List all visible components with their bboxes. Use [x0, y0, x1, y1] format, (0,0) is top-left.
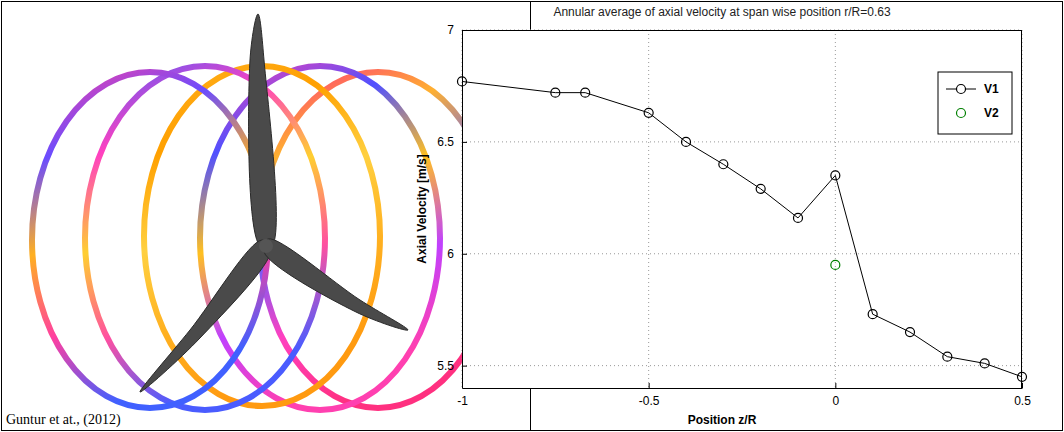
series-marker — [551, 88, 560, 97]
grid-line-x — [835, 30, 836, 388]
series-marker — [719, 160, 728, 169]
legend-marker — [957, 109, 966, 118]
series-marker — [868, 310, 877, 319]
chart-title: Annular average of axial velocity at spa… — [553, 5, 891, 19]
tick-label: 6 — [447, 247, 454, 261]
caption: Guntur et at., (2012) — [6, 412, 121, 428]
legend-box — [938, 72, 1012, 134]
tick-label: -1 — [457, 394, 468, 408]
axis-line — [462, 31, 463, 389]
grid-line-x — [462, 30, 463, 388]
tick-label: 0.5 — [1014, 394, 1031, 408]
series-marker — [644, 108, 653, 117]
tick-mark — [462, 142, 467, 143]
tick: 0.5 — [1014, 383, 1031, 408]
axis-line — [463, 388, 1023, 389]
series-marker — [581, 88, 590, 97]
vortex-ring — [32, 72, 268, 408]
tick: -0.5 — [639, 383, 660, 408]
plot-area — [462, 30, 1022, 388]
series-marker — [831, 260, 840, 269]
legend-marker — [957, 85, 966, 94]
figure: Guntur et at., (2012) Annular average of … — [0, 0, 1064, 432]
blade — [140, 240, 271, 392]
grid-line-y — [462, 365, 1022, 366]
series-marker — [906, 328, 915, 337]
frame-top — [462, 30, 1022, 31]
legend: V1 V2 — [938, 72, 1012, 134]
legend-label: V1 — [984, 82, 999, 96]
hub — [259, 239, 273, 253]
blade — [263, 239, 408, 330]
series-marker — [831, 171, 840, 180]
left-panel-frame — [2, 2, 531, 431]
blade — [249, 14, 277, 248]
grid-line-y — [462, 141, 1022, 142]
grid-line-y — [462, 253, 1022, 254]
series-marker — [1018, 372, 1027, 381]
vortex-ring — [85, 66, 325, 410]
grid-line-y — [462, 30, 1022, 31]
x-axis: -1 -0.5 0 0.5 — [457, 383, 1031, 408]
frame-right — [1021, 30, 1022, 388]
series-marker — [980, 359, 989, 368]
y-axis-title: Axial Velocity [m/s] — [415, 154, 429, 263]
tick-mark — [462, 366, 467, 367]
tick-mark — [1022, 383, 1023, 388]
tick-mark — [649, 383, 650, 388]
y-axis: 5.5 6 6.5 7 — [437, 23, 467, 388]
tick-label: 5.5 — [437, 359, 454, 373]
tick-mark — [835, 383, 836, 388]
tick: 6 — [447, 247, 467, 261]
tick: 0 — [832, 383, 839, 408]
tick: 5.5 — [437, 359, 467, 373]
tick-label: 6.5 — [437, 135, 454, 149]
grid-line-x — [648, 30, 649, 388]
series-marker — [794, 213, 803, 222]
grid — [462, 30, 1022, 388]
series-marker — [682, 137, 691, 146]
tick-label: -0.5 — [639, 394, 660, 408]
grid-line-x — [1022, 30, 1023, 388]
series-marker — [458, 77, 467, 86]
series-marker — [943, 352, 952, 361]
legend-label: V2 — [984, 106, 999, 120]
series-marker — [756, 184, 765, 193]
turbine-illustration — [32, 14, 496, 410]
tick: 6.5 — [437, 135, 467, 149]
tick-label: 7 — [447, 23, 454, 37]
tick-label: 0 — [832, 394, 839, 408]
x-axis-title: Position z/R — [688, 413, 757, 427]
tick-mark — [462, 254, 467, 255]
